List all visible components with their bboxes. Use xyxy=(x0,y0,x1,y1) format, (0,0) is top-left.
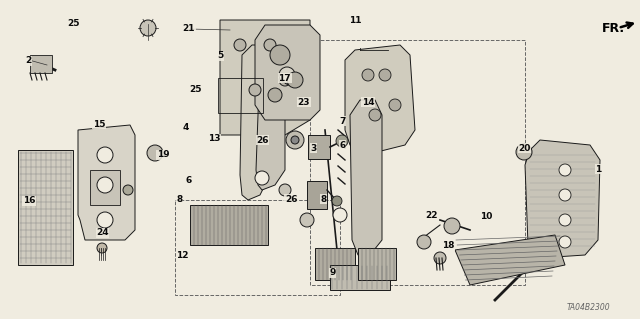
Circle shape xyxy=(234,39,246,51)
Text: 13: 13 xyxy=(208,134,221,143)
Circle shape xyxy=(97,177,113,193)
Bar xyxy=(308,135,330,159)
Text: 26: 26 xyxy=(256,136,269,145)
Circle shape xyxy=(291,136,299,144)
Text: 17: 17 xyxy=(278,74,291,83)
Text: 3: 3 xyxy=(310,144,317,153)
Circle shape xyxy=(270,45,290,65)
Circle shape xyxy=(333,208,347,222)
Text: 25: 25 xyxy=(67,19,80,28)
Polygon shape xyxy=(315,248,355,280)
Text: 15: 15 xyxy=(93,120,106,129)
Polygon shape xyxy=(255,25,320,120)
Circle shape xyxy=(369,109,381,121)
Circle shape xyxy=(255,171,269,185)
Text: 22: 22 xyxy=(426,211,438,220)
Circle shape xyxy=(97,147,113,163)
Bar xyxy=(18,150,73,265)
Text: 4: 4 xyxy=(182,123,189,132)
Polygon shape xyxy=(220,20,310,135)
Bar xyxy=(310,40,525,285)
Text: 21: 21 xyxy=(182,24,195,33)
Circle shape xyxy=(286,131,304,149)
Circle shape xyxy=(279,184,291,196)
Circle shape xyxy=(379,69,391,81)
Polygon shape xyxy=(358,248,396,280)
Circle shape xyxy=(147,145,163,161)
Circle shape xyxy=(268,88,282,102)
Text: 9: 9 xyxy=(330,268,336,277)
Text: 16: 16 xyxy=(22,197,35,205)
Polygon shape xyxy=(525,140,600,258)
Text: 18: 18 xyxy=(442,241,454,250)
Text: 14: 14 xyxy=(362,98,374,107)
Circle shape xyxy=(332,196,342,206)
Text: 8: 8 xyxy=(320,195,326,204)
Circle shape xyxy=(362,69,374,81)
Bar xyxy=(218,78,263,113)
Circle shape xyxy=(336,135,348,147)
Text: 8: 8 xyxy=(176,195,182,204)
Text: 25: 25 xyxy=(189,85,202,94)
Text: 2: 2 xyxy=(26,56,32,65)
Text: 12: 12 xyxy=(176,251,189,260)
Circle shape xyxy=(97,212,113,228)
Text: 23: 23 xyxy=(298,98,310,107)
Text: 24: 24 xyxy=(96,228,109,237)
Text: 10: 10 xyxy=(480,212,493,221)
Polygon shape xyxy=(78,125,135,240)
Circle shape xyxy=(444,218,460,234)
Text: 26: 26 xyxy=(285,195,298,204)
Circle shape xyxy=(516,144,532,160)
Circle shape xyxy=(97,243,107,253)
Polygon shape xyxy=(240,45,270,200)
Circle shape xyxy=(417,235,431,249)
Polygon shape xyxy=(256,50,285,190)
Circle shape xyxy=(283,71,297,85)
Circle shape xyxy=(559,214,571,226)
Text: 7: 7 xyxy=(339,117,346,126)
Text: TA04B2300: TA04B2300 xyxy=(566,302,610,311)
Circle shape xyxy=(559,164,571,176)
Polygon shape xyxy=(345,45,415,155)
Text: 19: 19 xyxy=(157,150,170,159)
Circle shape xyxy=(389,99,401,111)
Circle shape xyxy=(300,213,314,227)
Bar xyxy=(307,181,327,209)
Circle shape xyxy=(559,189,571,201)
Text: 6: 6 xyxy=(339,141,346,150)
Circle shape xyxy=(434,252,446,264)
Circle shape xyxy=(279,74,291,86)
Polygon shape xyxy=(455,235,565,285)
Polygon shape xyxy=(350,100,382,255)
Bar xyxy=(175,200,340,295)
Circle shape xyxy=(140,20,156,36)
Text: 6: 6 xyxy=(186,176,192,185)
Circle shape xyxy=(559,236,571,248)
Text: FR.: FR. xyxy=(602,21,625,34)
Circle shape xyxy=(264,39,276,51)
Circle shape xyxy=(249,84,261,96)
Text: 11: 11 xyxy=(349,16,362,25)
Circle shape xyxy=(279,67,295,83)
Circle shape xyxy=(287,72,303,88)
Text: 5: 5 xyxy=(218,51,224,60)
Circle shape xyxy=(123,185,133,195)
Bar xyxy=(30,55,52,73)
Polygon shape xyxy=(190,205,268,245)
Text: 1: 1 xyxy=(595,165,602,174)
Polygon shape xyxy=(330,265,390,290)
Text: 20: 20 xyxy=(518,144,531,153)
Bar xyxy=(90,170,120,205)
